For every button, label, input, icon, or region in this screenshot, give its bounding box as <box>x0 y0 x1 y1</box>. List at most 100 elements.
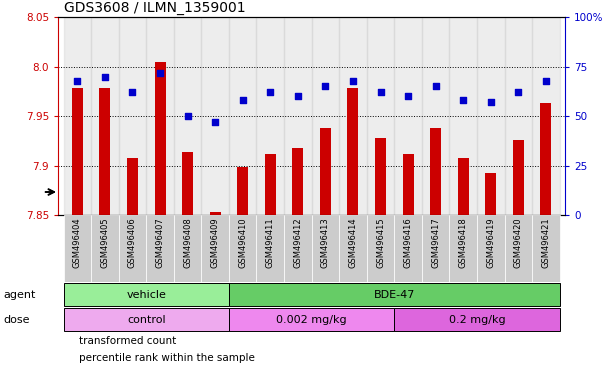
Bar <box>540 103 551 215</box>
Bar <box>257 17 284 215</box>
FancyBboxPatch shape <box>64 283 229 306</box>
Bar <box>91 215 119 282</box>
Text: transformed count: transformed count <box>79 336 176 346</box>
Text: vehicle: vehicle <box>126 290 166 300</box>
Text: GSM496421: GSM496421 <box>541 217 551 268</box>
Point <box>265 89 275 96</box>
Bar <box>394 17 422 215</box>
Point <box>210 119 220 125</box>
Bar <box>237 167 248 215</box>
Text: GSM496420: GSM496420 <box>514 217 523 268</box>
Point <box>128 89 137 96</box>
Bar <box>367 17 394 215</box>
Point <box>403 93 413 99</box>
Bar <box>367 215 394 282</box>
Point <box>183 113 192 119</box>
Text: GSM496409: GSM496409 <box>211 217 219 268</box>
Bar <box>532 17 560 215</box>
Bar <box>64 17 91 215</box>
Text: agent: agent <box>3 290 35 300</box>
Bar <box>320 128 331 215</box>
Text: GSM496408: GSM496408 <box>183 217 192 268</box>
Text: percentile rank within the sample: percentile rank within the sample <box>79 353 255 363</box>
Bar <box>127 158 138 215</box>
Bar <box>202 17 229 215</box>
FancyBboxPatch shape <box>64 308 229 331</box>
Bar <box>348 88 359 215</box>
Point <box>458 97 468 103</box>
Text: GSM496404: GSM496404 <box>73 217 82 268</box>
Bar <box>119 17 146 215</box>
Bar <box>174 215 202 282</box>
Bar <box>284 215 312 282</box>
Text: GSM496414: GSM496414 <box>348 217 357 268</box>
Bar <box>430 128 441 215</box>
Bar <box>146 215 174 282</box>
Text: GSM496411: GSM496411 <box>266 217 275 268</box>
Bar <box>72 88 83 215</box>
Bar <box>505 215 532 282</box>
Bar <box>485 172 496 215</box>
Point <box>73 78 82 84</box>
Text: 0.2 mg/kg: 0.2 mg/kg <box>448 314 505 325</box>
Bar <box>477 17 505 215</box>
Point <box>100 74 110 80</box>
Bar <box>505 17 532 215</box>
Bar <box>146 17 174 215</box>
Text: control: control <box>127 314 166 325</box>
Point <box>541 78 551 84</box>
Bar <box>513 140 524 215</box>
Text: GSM496418: GSM496418 <box>459 217 467 268</box>
Bar <box>532 215 560 282</box>
Text: GSM496412: GSM496412 <box>293 217 302 268</box>
Bar <box>64 215 91 282</box>
Bar <box>292 148 303 215</box>
FancyBboxPatch shape <box>394 308 560 331</box>
FancyBboxPatch shape <box>229 283 560 306</box>
Bar <box>339 215 367 282</box>
Text: GSM496416: GSM496416 <box>404 217 412 268</box>
Bar <box>257 215 284 282</box>
Text: GDS3608 / ILMN_1359001: GDS3608 / ILMN_1359001 <box>64 2 246 15</box>
FancyBboxPatch shape <box>229 308 394 331</box>
Point <box>376 89 386 96</box>
Bar <box>174 17 202 215</box>
Text: GSM496415: GSM496415 <box>376 217 385 268</box>
Text: GSM496419: GSM496419 <box>486 217 496 268</box>
Bar <box>100 88 111 215</box>
Text: BDE-47: BDE-47 <box>373 290 415 300</box>
Bar <box>375 138 386 215</box>
Bar <box>229 17 257 215</box>
Bar <box>450 215 477 282</box>
Point <box>486 99 496 105</box>
Bar <box>119 215 146 282</box>
Text: dose: dose <box>3 314 29 325</box>
Text: GSM496410: GSM496410 <box>238 217 247 268</box>
Bar <box>394 215 422 282</box>
Point <box>348 78 358 84</box>
Point <box>321 83 331 89</box>
Bar <box>422 215 450 282</box>
Point <box>238 97 247 103</box>
Point <box>155 70 165 76</box>
Bar <box>155 62 166 215</box>
Text: GSM496406: GSM496406 <box>128 217 137 268</box>
Bar <box>229 215 257 282</box>
Bar <box>458 158 469 215</box>
Bar <box>312 17 339 215</box>
Point <box>293 93 302 99</box>
Bar <box>312 215 339 282</box>
Bar <box>265 154 276 215</box>
Text: GSM496407: GSM496407 <box>156 217 164 268</box>
Bar <box>202 215 229 282</box>
Bar <box>422 17 450 215</box>
Bar <box>450 17 477 215</box>
Bar <box>210 212 221 215</box>
Bar <box>182 152 193 215</box>
Text: GSM496417: GSM496417 <box>431 217 440 268</box>
Bar <box>91 17 119 215</box>
Point <box>431 83 441 89</box>
Point <box>513 89 523 96</box>
Text: 0.002 mg/kg: 0.002 mg/kg <box>276 314 347 325</box>
Bar <box>403 154 414 215</box>
